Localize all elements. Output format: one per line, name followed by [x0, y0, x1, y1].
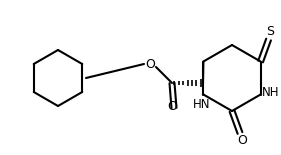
- Text: NH: NH: [262, 86, 279, 99]
- Text: HN: HN: [193, 98, 210, 111]
- Text: O: O: [145, 58, 155, 71]
- Text: O: O: [237, 135, 247, 148]
- Text: O: O: [167, 100, 177, 113]
- Text: S: S: [267, 25, 275, 38]
